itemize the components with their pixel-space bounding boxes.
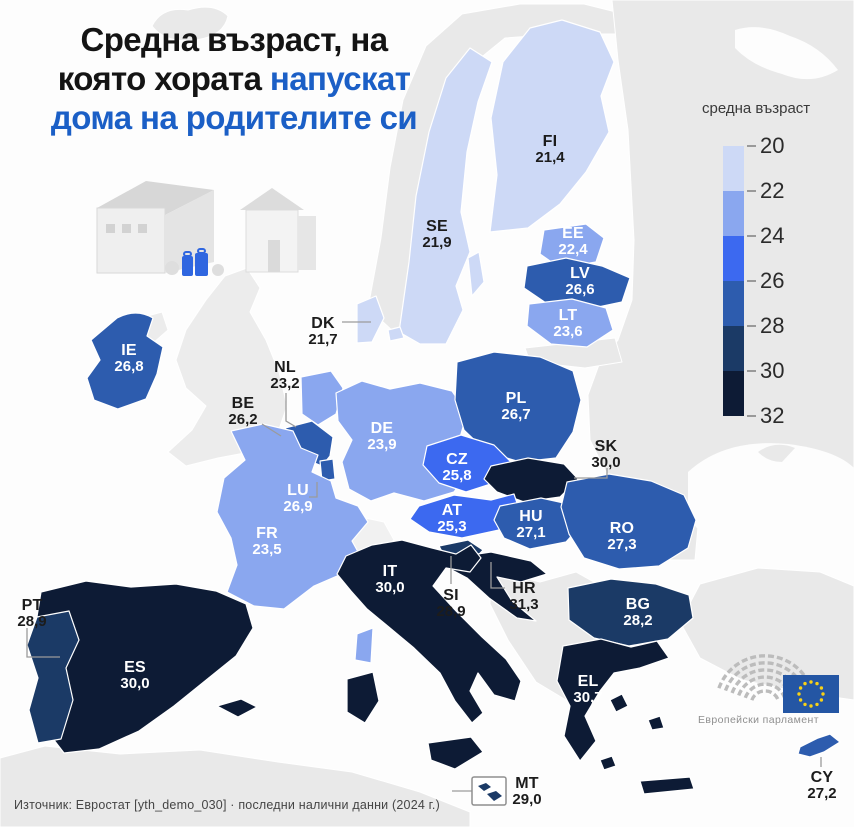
country-es <box>33 580 258 754</box>
legend-band-0 <box>723 146 744 191</box>
ep-logo-arc-5 <box>723 661 807 692</box>
legend-tick-label-28: 28 <box>760 313 785 338</box>
sea-black-sea <box>688 443 854 576</box>
legend-tick-label-32: 32 <box>760 403 785 428</box>
houses-illustration <box>96 181 316 276</box>
country-cy <box>797 733 841 758</box>
land-iceland <box>151 6 229 42</box>
leader-line-pt <box>26 628 60 658</box>
leader-line-nl <box>285 393 297 428</box>
ep-logo <box>717 654 839 713</box>
legend-title: средна възраст <box>702 100 811 117</box>
legend-tick-label-26: 26 <box>760 268 785 293</box>
country-ro <box>560 473 697 570</box>
legend-color-bar <box>723 146 744 416</box>
legend-tick-label-24: 24 <box>760 223 785 248</box>
color-legend: средна възраст 20 22 24 26 28 30 32 <box>700 100 854 440</box>
leader-line-hr <box>490 562 505 589</box>
land-crimea <box>758 444 795 462</box>
house-window-2 <box>122 224 131 233</box>
house-right-side <box>298 216 316 270</box>
legend-tick-dash-30 <box>747 370 756 372</box>
bush-1 <box>165 261 179 275</box>
country-sk <box>483 457 579 503</box>
malta-inset-box <box>471 776 507 806</box>
suitcase-1 <box>182 256 193 276</box>
house-left-roof <box>97 181 214 215</box>
legend-band-1 <box>723 191 744 236</box>
suitcase-2 <box>195 253 208 276</box>
land-uk <box>167 267 288 467</box>
legend-band-2 <box>723 236 744 281</box>
country-lv <box>523 257 631 311</box>
country-el <box>556 638 695 795</box>
house-right-door <box>268 240 280 272</box>
country-ie <box>86 312 164 410</box>
eu-flag-stars <box>797 680 825 708</box>
house-right-roof <box>240 188 304 210</box>
country-dk <box>356 295 405 344</box>
leader-line-lu <box>309 482 318 498</box>
legend-band-3 <box>723 281 744 326</box>
country-lu <box>319 458 336 482</box>
house-left-wall <box>96 207 166 274</box>
country-se <box>398 47 493 345</box>
country-ee <box>539 223 605 269</box>
country-mt <box>478 783 502 801</box>
legend-tick-dash-26 <box>747 280 756 282</box>
legend-tick-label-22: 22 <box>760 178 785 203</box>
ep-logo-arc-1 <box>750 689 780 701</box>
house-window-1 <box>106 224 115 233</box>
ep-logo-caption: Европейски парламент <box>698 714 819 726</box>
country-pl <box>454 351 582 463</box>
suitcase-2-handle <box>197 248 206 254</box>
country-fi <box>489 19 615 233</box>
malta-inset <box>452 776 507 806</box>
legend-tick-dash-28 <box>747 325 756 327</box>
title-line-1: Средна възраст, на <box>80 21 388 58</box>
legend-tick-label-20: 20 <box>760 133 785 158</box>
country-bg <box>567 578 694 647</box>
house-window-3 <box>138 224 147 233</box>
country-lt <box>526 298 614 348</box>
chart-title: Средна възраст, на която хората напускат… <box>26 20 442 137</box>
sea-white-sea <box>735 27 838 80</box>
suitcase-1-handle <box>183 251 192 257</box>
bush-2 <box>212 264 224 276</box>
country-hr <box>450 551 548 622</box>
title-line-2: която хората напускат <box>57 60 411 97</box>
leader-line-be <box>261 423 282 437</box>
legend-band-4 <box>723 326 744 371</box>
legend-tick-dash-20 <box>747 145 756 147</box>
legend-tick-dash-22 <box>747 190 756 192</box>
legend-tick-dash-32 <box>747 415 756 417</box>
leader-line-sk <box>574 468 608 479</box>
ep-logo-arc-6 <box>717 654 813 689</box>
title-line-3: дома на родителите си <box>50 99 418 136</box>
country-pt <box>26 610 80 744</box>
legend-tick-dash-24 <box>747 235 756 237</box>
country-it <box>336 539 522 770</box>
land-north-africa <box>0 745 471 827</box>
country-nl <box>300 370 344 426</box>
source-note: Източник: Евростат [yth_demo_030] · посл… <box>14 798 440 812</box>
legend-band-5 <box>723 371 744 416</box>
legend-tick-label-30: 30 <box>760 358 785 383</box>
